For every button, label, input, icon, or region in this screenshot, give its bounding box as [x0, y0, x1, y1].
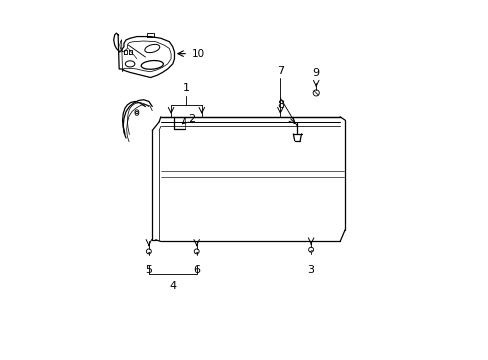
Text: 10: 10 [192, 49, 205, 59]
Text: 6: 6 [193, 265, 200, 275]
Text: 8: 8 [276, 100, 284, 111]
Text: 1: 1 [183, 83, 189, 93]
Text: 2: 2 [188, 113, 195, 123]
Text: 7: 7 [276, 66, 284, 76]
Text: 5: 5 [145, 265, 152, 275]
Text: 9: 9 [312, 68, 319, 77]
Text: 4: 4 [169, 281, 176, 291]
Text: 3: 3 [307, 265, 314, 275]
